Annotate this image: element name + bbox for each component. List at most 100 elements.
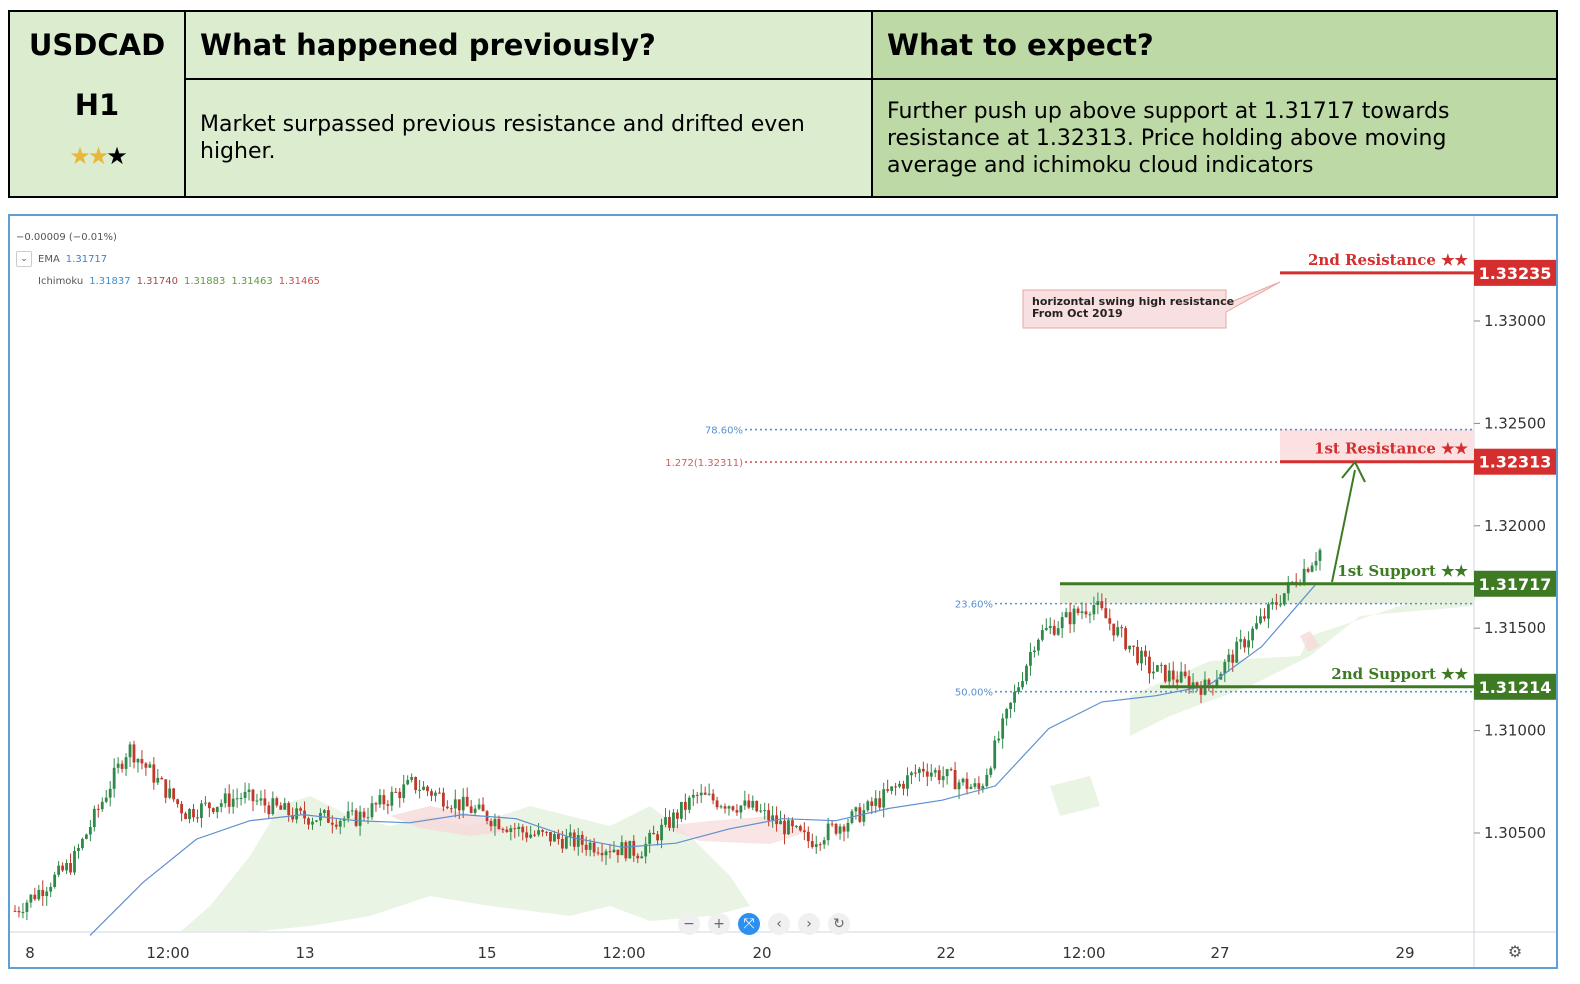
annotation-line2: From Oct 2019: [1032, 307, 1123, 320]
price-chart[interactable]: 78.60% 1.272(1.32311) 23.60% 50.00% 2nd Res…: [8, 214, 1558, 969]
candle-body: [53, 874, 57, 887]
symbol-column: USDCAD H1 ★★★: [10, 12, 186, 196]
candle-body: [513, 828, 517, 830]
candle-body: [1207, 679, 1211, 686]
candle-body: [69, 862, 72, 873]
level-price-text: 1.31717: [1479, 575, 1552, 594]
price-tick-label: 1.31500: [1484, 619, 1546, 637]
ichimoku-value-4: 1.31463: [231, 275, 273, 287]
chart-canvas[interactable]: 78.60% 1.272(1.32311) 23.60% 50.00% 2nd Res…: [10, 216, 1556, 967]
candle-body: [1104, 608, 1108, 619]
candle-body: [469, 806, 473, 813]
candle-body: [846, 822, 850, 832]
candle-body: [144, 763, 148, 768]
candle-body: [45, 891, 49, 897]
expect-body: Further push up above support at 1.31717…: [887, 98, 1450, 178]
star-empty-icon: ★: [106, 142, 127, 170]
candle-body: [438, 792, 441, 794]
candle-body: [338, 820, 342, 827]
candle-body: [759, 810, 763, 812]
candle-body: [679, 801, 683, 819]
candle-body: [326, 810, 330, 823]
candle-body: [886, 789, 890, 791]
candle-body: [652, 832, 656, 835]
candle-body: [481, 804, 485, 812]
candle-body: [1183, 671, 1187, 677]
candle-body: [902, 783, 905, 789]
candle-body: [13, 910, 17, 912]
candle-body: [1302, 568, 1306, 583]
candle-body: [112, 767, 116, 789]
candle-body: [600, 853, 604, 856]
candle-body: [148, 764, 152, 768]
candle-body: [57, 865, 61, 875]
scroll-right-button[interactable]: ›: [798, 913, 820, 935]
rating-stars: ★★★: [69, 142, 127, 170]
gear-icon[interactable]: ⚙: [1508, 942, 1522, 961]
candle-body: [132, 744, 136, 763]
candle-body: [541, 830, 544, 832]
previous-column: What happened previously? Market surpass…: [186, 12, 873, 196]
candle-body: [1009, 702, 1013, 710]
chevron-down-icon[interactable]: ⌄: [16, 251, 32, 267]
expect-title: What to expect?: [873, 12, 1556, 80]
candle-body: [1278, 604, 1282, 606]
candle-body: [473, 808, 477, 813]
time-tick-label: 29: [1395, 944, 1414, 962]
candle-body: [1033, 650, 1036, 653]
candle-body: [180, 803, 183, 814]
candle-body: [378, 795, 382, 805]
candle-body: [1243, 639, 1247, 648]
reset-view-button[interactable]: ⤧: [738, 913, 760, 935]
zoom-in-button[interactable]: +: [708, 913, 730, 935]
refresh-icon[interactable]: ↻: [828, 913, 850, 935]
candle-body: [184, 813, 187, 820]
candle-body: [156, 777, 160, 783]
candle-body: [953, 769, 957, 790]
candle-body: [215, 806, 219, 813]
price-tick-label: 1.32000: [1484, 517, 1546, 535]
candle-body: [1040, 630, 1044, 640]
cloud-bear-area: [1300, 631, 1320, 652]
scroll-left-button[interactable]: ‹: [768, 913, 790, 935]
candle-body: [461, 796, 465, 811]
candle-body: [834, 824, 838, 834]
star-filled-icon: ★: [69, 142, 90, 170]
candle-body: [854, 807, 858, 812]
previous-body: Market surpassed previous resistance and…: [200, 112, 805, 164]
candle-body: [283, 803, 287, 810]
candle-body: [1306, 568, 1310, 572]
candle-body: [1227, 654, 1231, 662]
candle-body: [1171, 670, 1175, 680]
candle-body: [1128, 645, 1132, 650]
candle-body: [287, 803, 291, 816]
candle-body: [124, 757, 128, 769]
candle-body: [993, 740, 997, 769]
candle-body: [422, 786, 425, 790]
candle-body: [584, 844, 588, 850]
price-tick-label: 1.31000: [1484, 722, 1546, 740]
chart-navigation: − + ⤧ ‹ › ↻: [678, 913, 850, 935]
zoom-out-button[interactable]: −: [678, 913, 700, 935]
candle-body: [787, 820, 790, 835]
candle-body: [1100, 601, 1104, 609]
candle-body: [810, 841, 814, 848]
candle-body: [25, 902, 29, 913]
candle-body: [739, 805, 743, 813]
candle-body: [172, 788, 176, 800]
candle-body: [299, 808, 302, 811]
candle-body: [779, 820, 782, 825]
candle-body: [1116, 627, 1120, 636]
candle-body: [92, 808, 96, 828]
price-axis: 1.30500 1.31000 1.31500 1.32000 1.32500 1.330…: [1474, 312, 1546, 842]
change-value: −0.00009 (−0.01%): [16, 231, 117, 243]
candle-body: [917, 768, 921, 773]
candle-body: [898, 783, 901, 787]
candle-body: [973, 783, 977, 787]
candle-body: [307, 818, 310, 825]
level-label: 2nd Support ★★: [1331, 665, 1468, 683]
candle-body: [1148, 656, 1151, 674]
candle-body: [176, 799, 180, 804]
candle-body: [223, 793, 227, 804]
candle-body: [612, 849, 616, 853]
